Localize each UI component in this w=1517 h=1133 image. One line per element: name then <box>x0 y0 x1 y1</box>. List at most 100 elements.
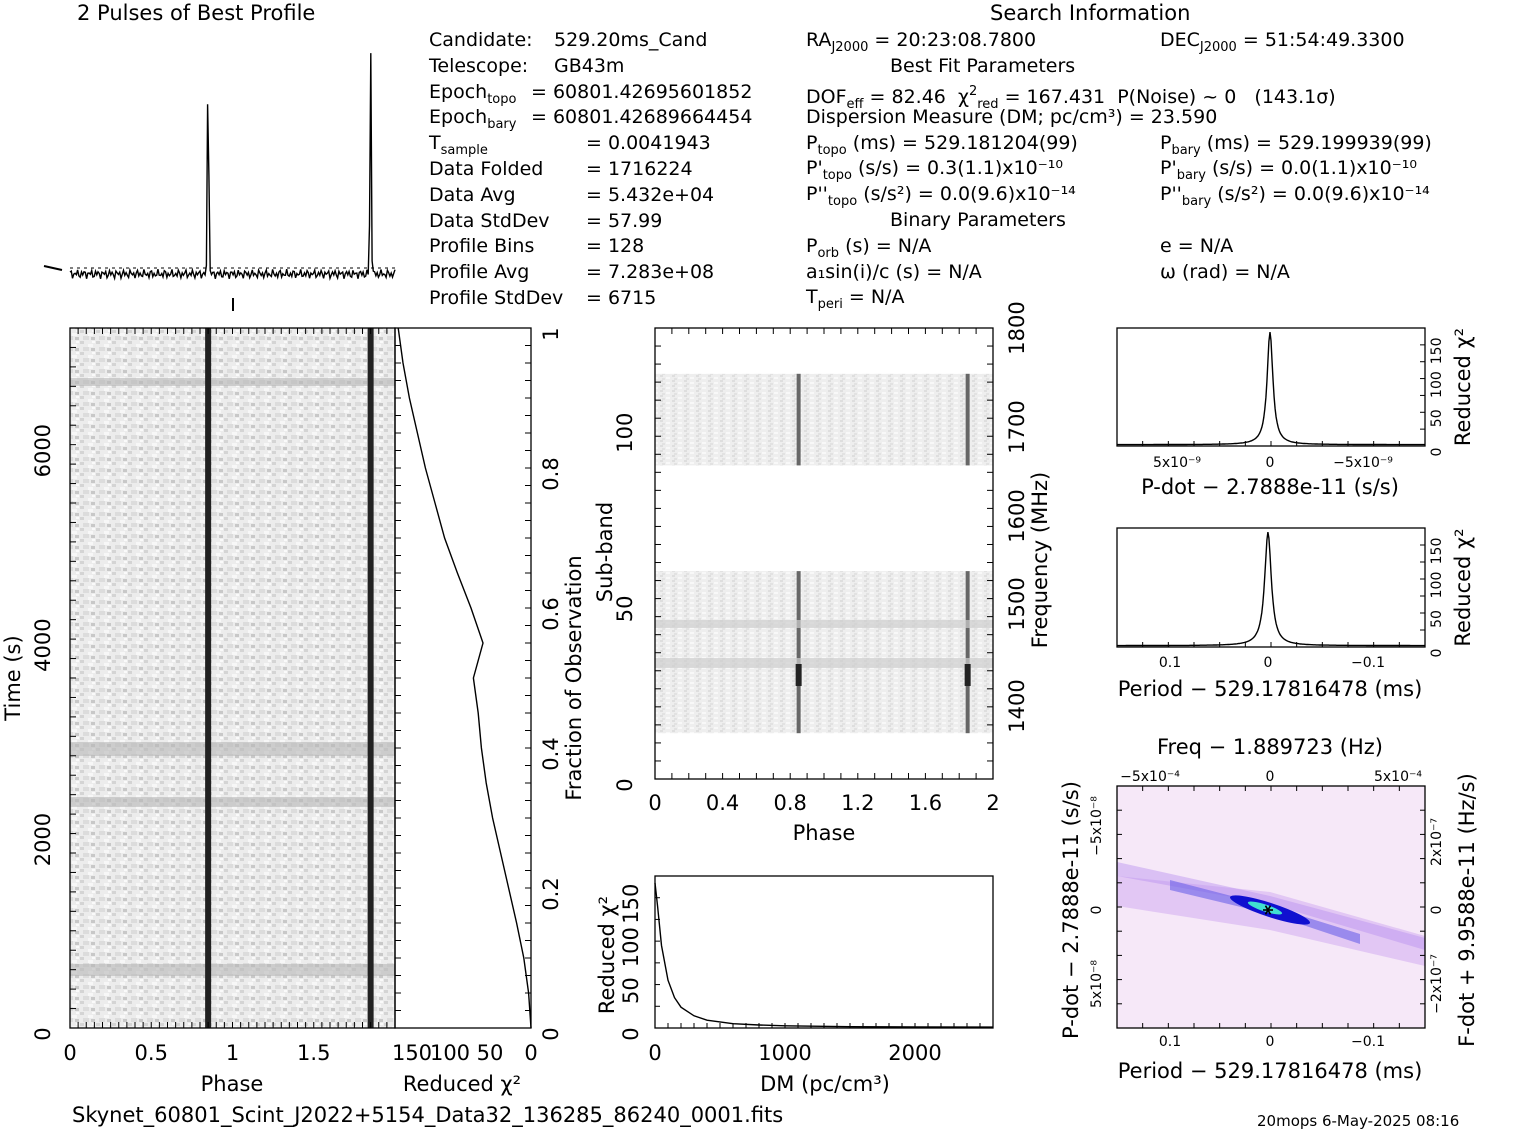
dof-value: = 82.46 <box>869 86 946 108</box>
subband-pulse-track <box>796 571 801 734</box>
ra-value: = 20:23:08.7800 <box>874 29 1037 51</box>
period-xtick-label: 0.1 <box>1159 655 1181 671</box>
chi2-value: = 167.431 <box>1004 86 1106 108</box>
ppdot-title: Freq − 1.889723 (Hz) <box>1157 735 1383 759</box>
pdot-ytick-label: 150 <box>1429 337 1445 364</box>
obs-value: = 57.99 <box>586 209 663 232</box>
period-xlabel: Period − 529.17816478 (ms) <box>1118 677 1423 701</box>
search-info-title: Search Information <box>990 1 1191 25</box>
time-phase-xlabel: Phase <box>201 1072 264 1096</box>
omega-row: ω (rad) = N/A <box>1160 261 1290 283</box>
subband-y2tick-label: 1600 <box>1005 489 1029 542</box>
e-row: e = N/A <box>1160 235 1234 257</box>
pdbary-value: (s/s) = 0.0(1.1)x10⁻¹⁰ <box>1212 157 1417 179</box>
profile-curve <box>69 53 396 282</box>
obs-row: Profile Bins = 128 <box>429 235 644 257</box>
ra-row: RAJ2000 = 20:23:08.7800 <box>806 29 1037 55</box>
subband-ylabel: Sub-band <box>593 502 617 602</box>
subband-y2tick-label: 1800 <box>1005 301 1029 354</box>
timestamp: 20mops 6-May-2025 08:16 <box>1257 1112 1460 1130</box>
subband-y2tick-label: 1400 <box>1005 679 1029 732</box>
subband-y2tick-label: 1500 <box>1005 577 1029 630</box>
ppdot-ytick-label: 0 <box>1089 906 1105 915</box>
chi2-fraction-ytick-label: 0.4 <box>539 737 563 770</box>
subband-noise-block <box>655 373 993 466</box>
subband-pulse-track <box>965 571 970 734</box>
obs-row: Epochbary = 60801.42689664454 <box>429 106 752 136</box>
ppdot-xtick-label: 0 <box>1266 1034 1275 1050</box>
subband-xtick-label: 0 <box>648 791 661 815</box>
subband-xtick-label: 0.8 <box>773 791 806 815</box>
subband-pulse-track <box>965 373 970 466</box>
obs-label: Epoch <box>429 80 488 103</box>
time-phase-noise <box>70 328 395 1028</box>
obs-value: = 60801.42689664454 <box>531 106 753 129</box>
period-ytick-label: 100 <box>1429 572 1445 599</box>
obs-value: = 5.432e+04 <box>586 183 715 206</box>
chi2-fraction-xlabel: Reduced χ² <box>403 1072 521 1096</box>
obs-label-sub: topo <box>487 91 517 107</box>
subband-xtick-label: 2 <box>986 791 999 815</box>
ptopo-value: (ms) = 529.181204(99) <box>852 132 1078 154</box>
dm-ytick-label: 100 <box>619 927 643 967</box>
obs-row: Epochtopo = 60801.42695601852 <box>429 80 752 111</box>
time-phase-ytick-label: 0 <box>31 1027 55 1040</box>
ppdot-broad-lobe <box>1117 876 1425 966</box>
pdot-xlabel: P-dot − 2.7888e-11 (s/s) <box>1141 475 1399 499</box>
obs-row: Candidate: 529.20ms_Cand <box>429 29 707 51</box>
dm-xtick-label: 2000 <box>888 1041 941 1065</box>
profile-title: 2 Pulses of Best Profile <box>77 1 316 25</box>
dof-row: DOFeff = 82.46 χ2red = 167.431 P(Noise) … <box>806 84 1336 112</box>
subband-y2label: Frequency (MHz) <box>1028 472 1052 648</box>
ppdot-peak <box>1247 901 1283 915</box>
obs-label: T <box>429 132 441 155</box>
obs-label-sub: bary <box>487 117 517 133</box>
dm-xlabel: DM (pc/cm³) <box>760 1072 890 1096</box>
chi2-fraction-xtick-label: 50 <box>477 1041 504 1065</box>
time-phase-pulse-track <box>367 328 374 1028</box>
period-curve <box>1117 531 1425 647</box>
obs-value: = 128 <box>586 235 645 258</box>
chi2-fraction-ytick-label: 0.8 <box>539 457 563 490</box>
subband-rfi-band <box>655 620 993 628</box>
sigma-value: (143.1σ) <box>1254 86 1336 108</box>
time-phase-rfi-band <box>70 964 395 976</box>
obs-row: Profile Avg = 7.283e+08 <box>429 261 714 283</box>
pdot-xtick-label: 0 <box>1266 455 1275 471</box>
period-xtick-label: −0.1 <box>1351 655 1385 671</box>
time-phase-pulse-track <box>205 328 212 1028</box>
time-phase-ytick-label: 6000 <box>31 424 55 477</box>
ppdot-mid-lobe <box>1117 862 1425 950</box>
chi2-fraction-xtick-label: 150 <box>392 1041 432 1065</box>
ppdot-ylabel: P-dot − 2.7888e-11 (s/s) <box>1059 781 1083 1039</box>
porb-value: (s) = N/A <box>845 235 932 257</box>
obs-row: Data StdDev = 57.99 <box>429 210 662 232</box>
chi2-fraction-xtick-label: 100 <box>430 1041 470 1065</box>
pdbary-row: P'bary (s/s) = 0.0(1.1)x10⁻¹⁰ <box>1160 157 1417 183</box>
ptopo-row: Ptopo (ms) = 529.181204(99) <box>806 132 1078 158</box>
obs-row: Telescope: GB43m <box>429 55 624 77</box>
time-phase-rfi-band <box>70 797 395 807</box>
subband-rfi-band <box>655 658 993 668</box>
ppdot-xtick-label: −0.1 <box>1351 1034 1385 1050</box>
chi2-fraction-curve <box>397 327 532 1029</box>
dm-ytick-label: 0 <box>619 1027 643 1040</box>
dm-ytick-label: 50 <box>619 977 643 1004</box>
period-frame <box>1116 527 1426 648</box>
time-phase-rfi-band <box>70 742 395 756</box>
subband-ytick-label: 100 <box>613 413 637 453</box>
best-fit-title: Best Fit Parameters <box>890 55 1076 77</box>
time-phase-ytick-label: 4000 <box>31 618 55 671</box>
dm-xtick-label: 1000 <box>758 1041 811 1065</box>
a1-row: a₁sin(i)/c (s) = N/A <box>806 261 982 283</box>
tperi-row: Tperi = N/A <box>806 286 905 312</box>
subband-pulse-track <box>796 373 801 466</box>
time-phase-rfi-band <box>70 378 395 386</box>
ppdot-y2label: F-dot + 9.9588e-11 (Hz/s) <box>1455 773 1479 1047</box>
ppdot-ytick-label: 5x10⁻⁸ <box>1089 960 1105 1008</box>
ppdot-xlabel: Period − 529.17816478 (ms) <box>1118 1059 1423 1083</box>
ppdot-x2tick-label: −5x10⁻⁴ <box>1120 769 1180 785</box>
chi2-fraction-ytick-label: 0.2 <box>539 877 563 910</box>
obs-value: 529.20ms_Cand <box>554 29 708 51</box>
dm-ytick-label: 150 <box>619 884 643 924</box>
